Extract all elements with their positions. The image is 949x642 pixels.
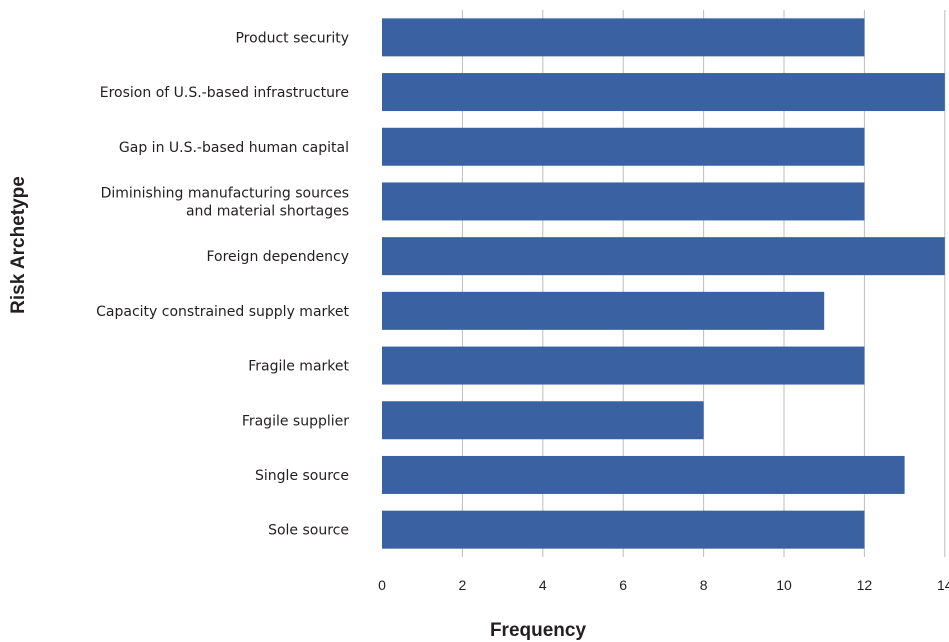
x-tick-label: 14 xyxy=(937,577,949,593)
x-tick-label: 0 xyxy=(378,577,386,593)
bar xyxy=(382,237,945,276)
category-label: Product security xyxy=(235,30,349,46)
x-tick-label: 6 xyxy=(619,577,627,593)
bar xyxy=(382,346,865,385)
x-tick-label: 10 xyxy=(776,577,792,593)
category-label: Fragile supplier xyxy=(242,413,349,429)
category-label: Single source xyxy=(255,468,349,484)
y-axis-title: Risk Archetype xyxy=(8,176,29,314)
category-label: Gap in U.S.-based human capital xyxy=(119,140,349,156)
bar xyxy=(382,510,865,549)
bars xyxy=(382,18,945,549)
x-axis-title: Frequency xyxy=(490,620,587,641)
x-tick-label: 8 xyxy=(700,577,708,593)
category-label: Capacity constrained supply market xyxy=(96,304,349,320)
x-tick-labels: 0 2 4 6 8 10 12 14 xyxy=(378,577,949,593)
bar xyxy=(382,455,905,494)
x-tick-label: 2 xyxy=(459,577,467,593)
category-labels: Product security Erosion of U.S.-based in… xyxy=(96,30,349,538)
bar xyxy=(382,182,865,221)
bar xyxy=(382,73,945,112)
category-label: Fragile market xyxy=(248,359,349,375)
x-tick-label: 4 xyxy=(539,577,547,593)
bar xyxy=(382,18,865,57)
category-label: Sole source xyxy=(268,523,349,539)
category-label: Erosion of U.S.-based infrastructure xyxy=(100,85,349,101)
bar xyxy=(382,401,704,440)
bar xyxy=(382,291,825,330)
category-label: Diminishing manufacturing sources and mat… xyxy=(101,185,349,219)
x-tick-label: 12 xyxy=(857,577,873,593)
category-label: Foreign dependency xyxy=(206,249,349,265)
bar xyxy=(382,127,865,166)
